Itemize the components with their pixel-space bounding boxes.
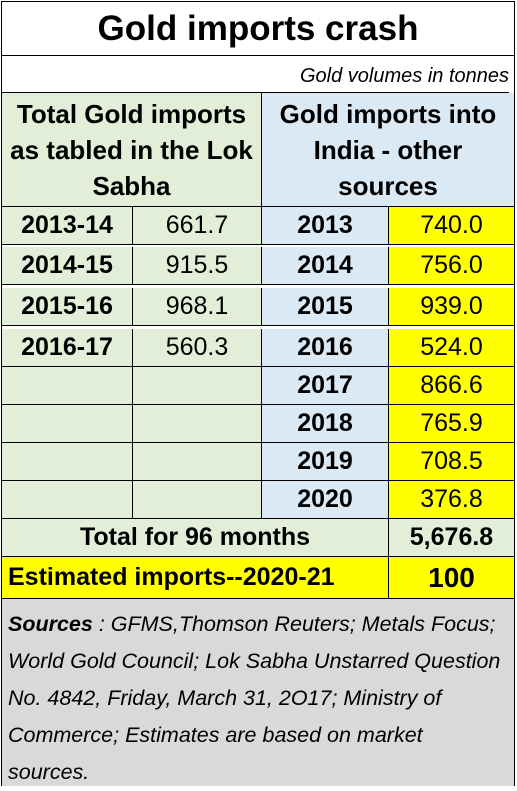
lok-sabha-year-cell: 2015-16	[2, 288, 133, 326]
lok-sabha-year-cell: 2014-15	[2, 247, 133, 285]
other-year-cell: 2020	[262, 481, 389, 519]
lok-sabha-year-cell: 2013-14	[2, 207, 133, 245]
total-label: Total for 96 months	[2, 519, 389, 557]
lok-sabha-value-cell	[133, 481, 262, 519]
estimate-value: 100	[389, 557, 514, 599]
lok-sabha-value-cell: 560.3	[133, 329, 262, 367]
other-year-cell: 2017	[262, 367, 389, 405]
lok-sabha-value-cell: 968.1	[133, 288, 262, 326]
other-year-cell: 2015	[262, 288, 389, 326]
lok-sabha-year-cell	[2, 367, 133, 405]
other-value-cell: 866.6	[389, 367, 514, 405]
other-year-cell: 2013	[262, 207, 389, 245]
lok-sabha-year-cell	[2, 443, 133, 481]
other-value-cell: 765.9	[389, 405, 514, 443]
other-value-cell: 708.5	[389, 443, 514, 481]
other-value-cell: 756.0	[389, 247, 514, 285]
lok-sabha-value-cell: 661.7	[133, 207, 262, 245]
lok-sabha-header: Total Gold imports as tabled in the Lok …	[2, 93, 262, 207]
other-year-cell: 2016	[262, 329, 389, 367]
sources-text: : GFMS,Thomson Reuters; Metals Focus; Wo…	[8, 612, 501, 784]
lok-sabha-value-cell: 915.5	[133, 247, 262, 285]
sources-label: Sources	[8, 612, 93, 636]
other-sources-header: Gold imports into India - other sources	[262, 93, 514, 207]
other-value-cell: 740.0	[389, 207, 514, 245]
other-year-cell: 2019	[262, 443, 389, 481]
lok-sabha-year-cell	[2, 405, 133, 443]
other-value-cell: 524.0	[389, 329, 514, 367]
lok-sabha-value-cell	[133, 405, 262, 443]
lok-sabha-value-cell	[133, 367, 262, 405]
lok-sabha-year-cell: 2016-17	[2, 329, 133, 367]
total-value: 5,676.8	[389, 519, 514, 557]
other-value-cell: 376.8	[389, 481, 514, 519]
units-subtitle: Gold volumes in tonnes	[2, 56, 509, 93]
estimate-label: Estimated imports--2020-21	[2, 557, 389, 599]
lok-sabha-year-cell	[2, 481, 133, 519]
other-year-cell: 2014	[262, 247, 389, 285]
sources-note: Sources : GFMS,Thomson Reuters; Metals F…	[2, 599, 514, 786]
other-value-cell: 939.0	[389, 288, 514, 326]
other-year-cell: 2018	[262, 405, 389, 443]
lok-sabha-value-cell	[133, 443, 262, 481]
table-title: Gold imports crash	[2, 2, 514, 56]
